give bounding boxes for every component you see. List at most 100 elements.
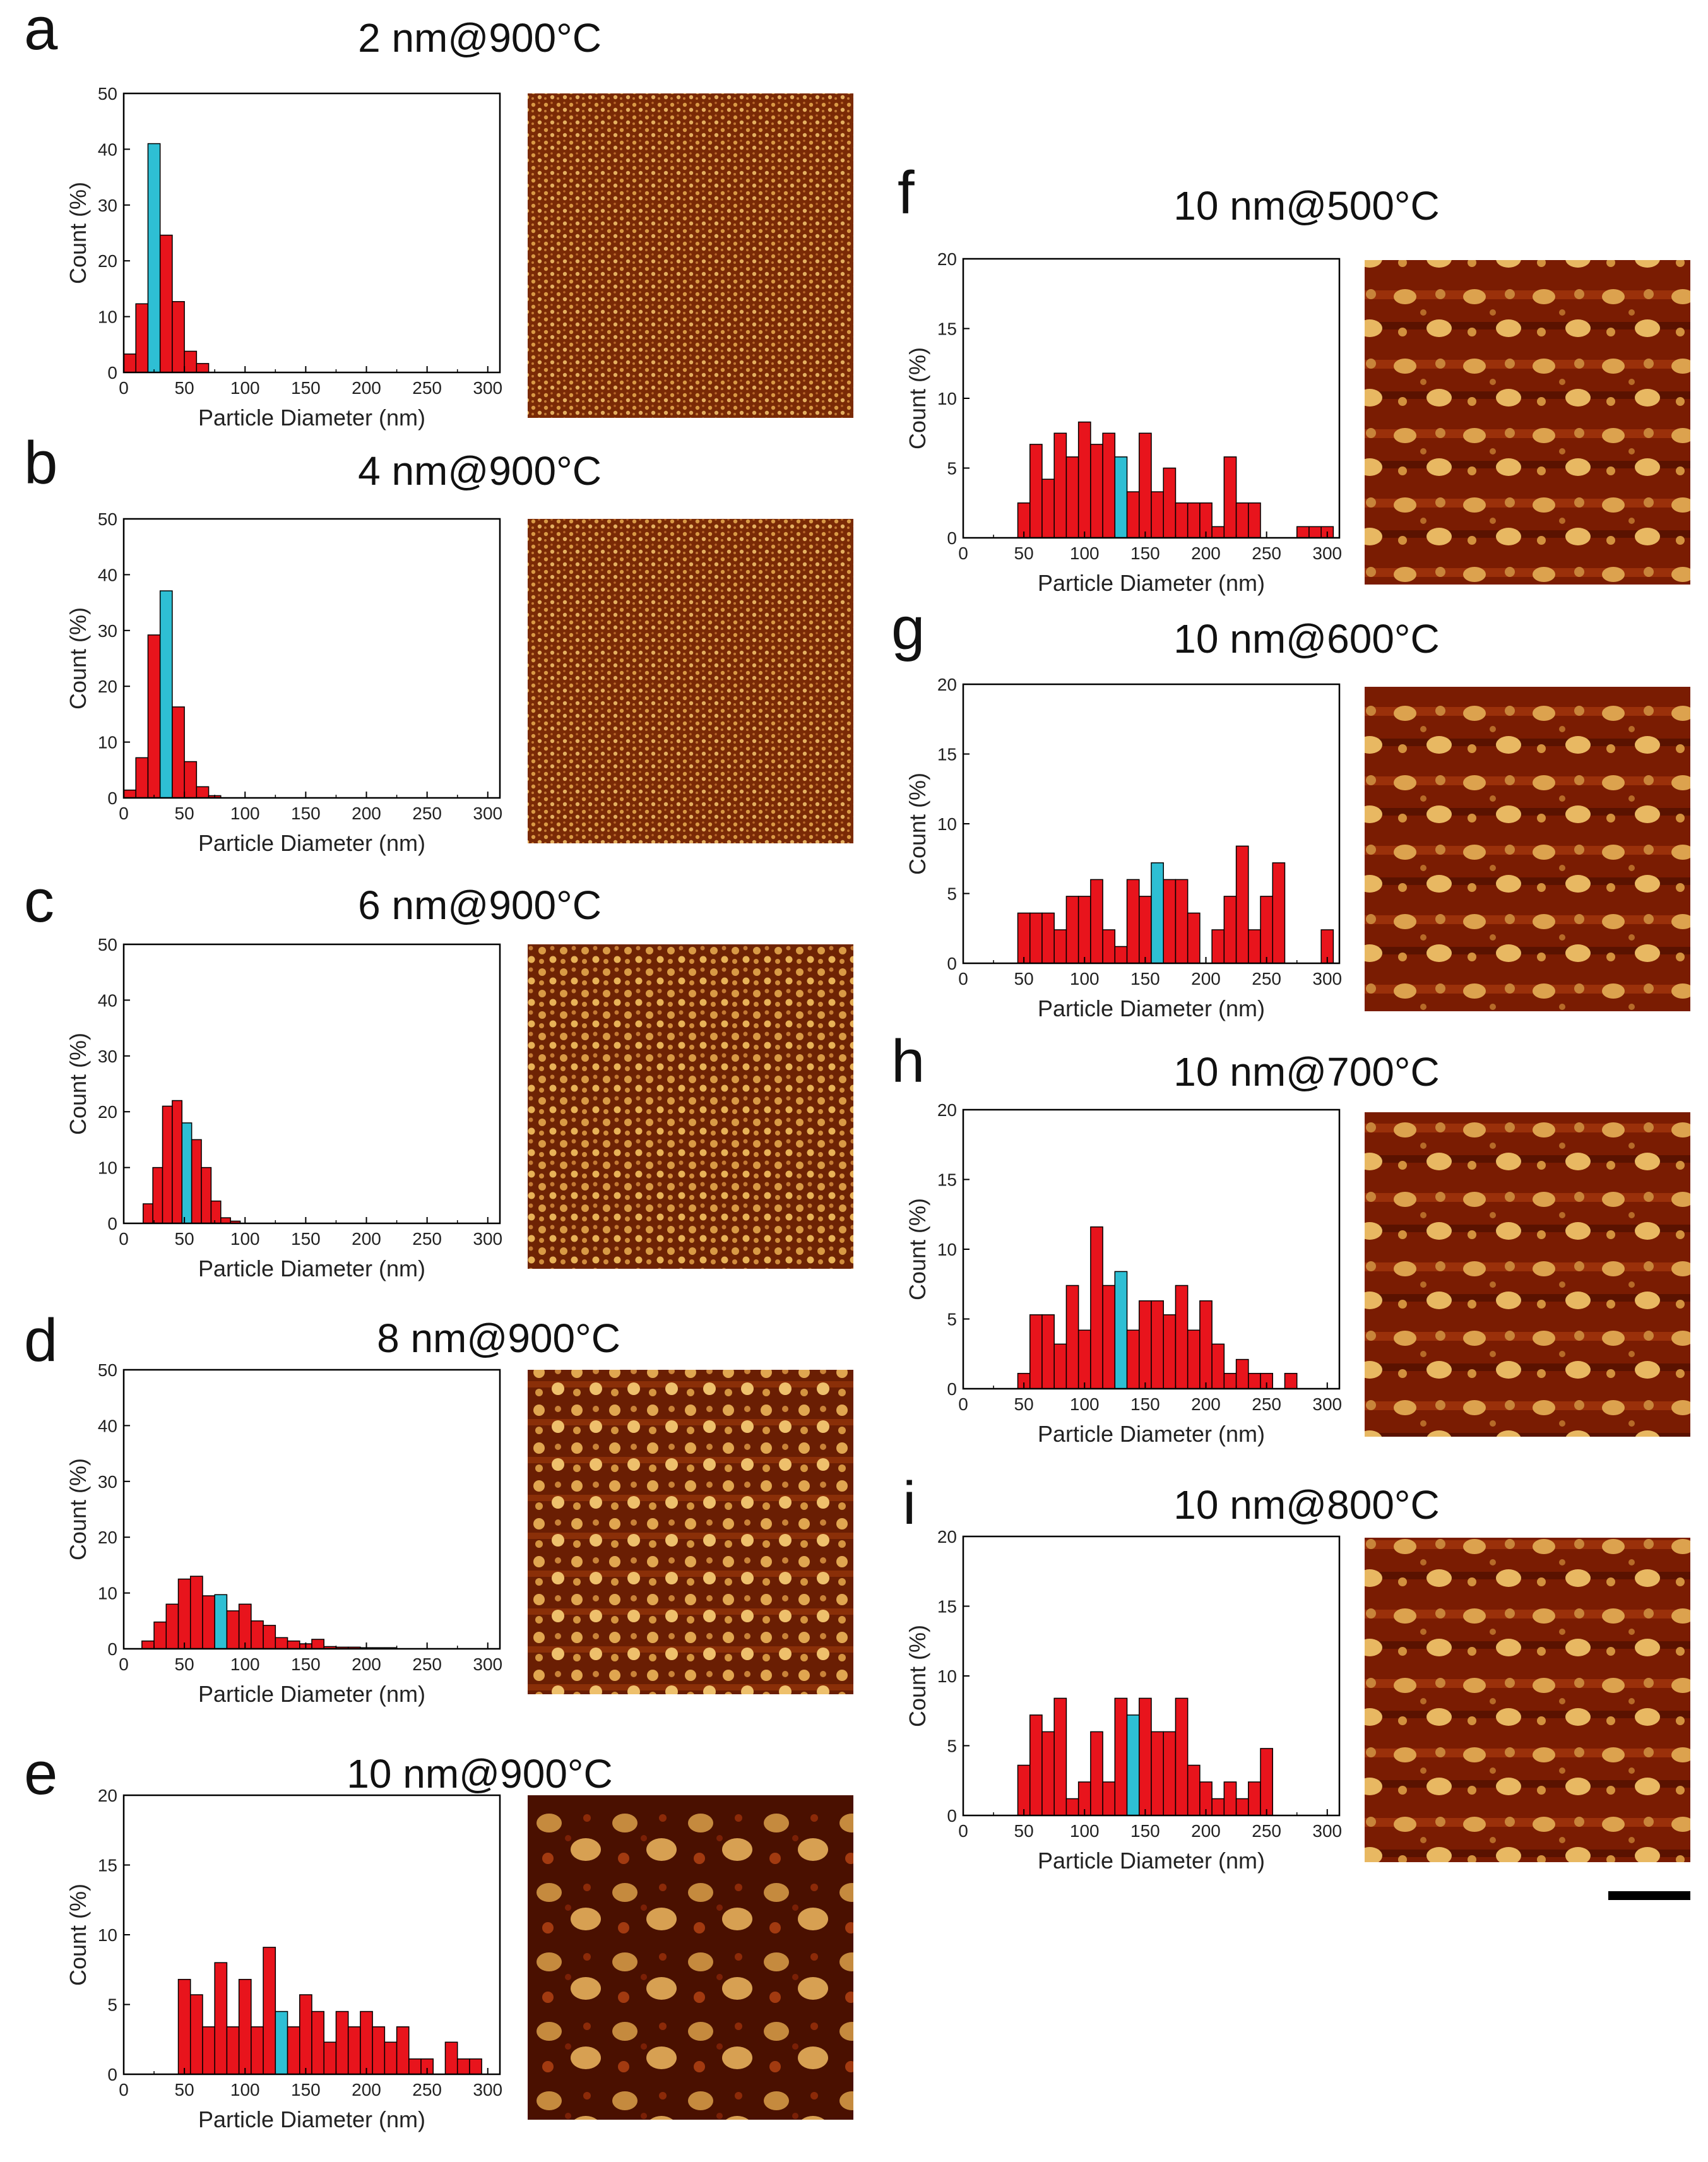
y-tick-label-d-30: 30 [98, 1472, 117, 1492]
bar-f-23 [1296, 526, 1310, 538]
x-tick-label-d-50: 50 [175, 1654, 194, 1674]
bar-g-4 [1065, 896, 1079, 964]
bar-e-4 [226, 2026, 240, 2075]
x-tick-label-g-200: 200 [1191, 969, 1221, 989]
bar-h-18 [1235, 1358, 1249, 1389]
y-tick-label-h-5: 5 [947, 1310, 957, 1329]
y-tick-label-b-50: 50 [98, 509, 117, 529]
bar-f-16 [1211, 526, 1225, 538]
bar-i-7 [1102, 1781, 1116, 1816]
bar-e-23 [456, 2058, 470, 2075]
bar-g-0 [1017, 912, 1031, 964]
bar-i-17 [1223, 1781, 1237, 1816]
bar-e-24 [469, 2058, 482, 2075]
bar-f-4 [1065, 456, 1079, 538]
bar-e-6 [251, 2026, 264, 2075]
afm-image-e [528, 1795, 853, 2120]
bar-c-8 [220, 1217, 231, 1224]
bar-d-5 [202, 1595, 215, 1649]
bar-f-19 [1248, 502, 1261, 538]
x-tick-label-a-150: 150 [291, 378, 321, 398]
x-tick-label-e-200: 200 [352, 2080, 381, 2100]
bar-g-2 [1041, 912, 1055, 964]
x-tick-label-c-0: 0 [119, 1229, 129, 1249]
bar-i-12 [1163, 1731, 1177, 1816]
y-axis-label-b: Count (%) [65, 607, 91, 710]
afm-image-d [528, 1370, 853, 1694]
bar-f-24 [1308, 526, 1322, 538]
y-axis-label-a: Count (%) [65, 182, 91, 284]
bar-f-5 [1077, 421, 1091, 538]
bar-c-2 [162, 1105, 173, 1224]
x-tick-label-f-250: 250 [1252, 543, 1281, 563]
panel-title-e: 10 nm@900°C [347, 1751, 612, 1797]
x-tick-label-e-250: 250 [412, 2080, 442, 2100]
y-tick-label-i-15: 15 [937, 1597, 957, 1617]
bar-i-6 [1090, 1731, 1103, 1816]
y-tick-label-h-20: 20 [937, 1100, 957, 1120]
bar-i-19 [1248, 1781, 1261, 1816]
bar-c-1 [152, 1167, 163, 1224]
bar-i-3 [1053, 1697, 1067, 1816]
bar-h-14 [1187, 1329, 1201, 1389]
bar-g-1 [1029, 912, 1043, 964]
x-tick-label-d-150: 150 [291, 1654, 321, 1674]
bar-e-1 [189, 1994, 203, 2075]
x-tick-label-e-100: 100 [230, 2080, 260, 2100]
bar-h-3 [1053, 1343, 1067, 1389]
bar-c-4 [181, 1122, 193, 1224]
x-tick-label-c-100: 100 [230, 1229, 260, 1249]
y-tick-label-e-10: 10 [98, 1925, 117, 1945]
x-tick-label-c-200: 200 [352, 1229, 381, 1249]
bar-d-14 [311, 1639, 324, 1649]
bar-e-22 [444, 2041, 458, 2075]
y-tick-label-c-0: 0 [107, 1214, 117, 1233]
bar-h-5 [1077, 1329, 1091, 1389]
y-tick-label-b-20: 20 [98, 677, 117, 696]
x-tick-label-f-150: 150 [1130, 543, 1160, 563]
bar-i-20 [1260, 1748, 1274, 1816]
y-axis-label-g: Count (%) [904, 773, 930, 875]
afm-image-g [1365, 687, 1690, 1011]
y-tick-label-h-10: 10 [937, 1240, 957, 1259]
y-tick-label-e-15: 15 [98, 1856, 117, 1875]
x-tick-label-c-150: 150 [291, 1229, 321, 1249]
bar-i-11 [1151, 1731, 1164, 1816]
y-tick-label-d-0: 0 [107, 1639, 117, 1659]
bar-h-1 [1029, 1314, 1043, 1389]
bar-e-5 [238, 1978, 252, 2075]
x-axis-label-g: Particle Diameter (nm) [1038, 995, 1265, 1021]
bar-g-13 [1175, 879, 1189, 964]
afm-image-i [1365, 1538, 1690, 1862]
histogram-e: 0 50 100 150 200 250 300 0 5 10 15 20 Particle Diame… [65, 1786, 502, 2132]
y-tick-label-e-5: 5 [107, 1995, 117, 2015]
y-tick-label-a-0: 0 [107, 363, 117, 383]
x-tick-label-h-150: 150 [1130, 1394, 1160, 1414]
bar-g-7 [1102, 929, 1116, 964]
panel-letter-f: f [898, 159, 915, 227]
bar-f-2 [1041, 478, 1055, 538]
y-tick-label-i-5: 5 [947, 1737, 957, 1756]
y-tick-label-b-40: 40 [98, 565, 117, 585]
panel-letter-e: e [24, 1740, 57, 1807]
y-tick-label-a-20: 20 [98, 251, 117, 271]
bar-e-15 [360, 2011, 373, 2075]
y-tick-label-b-10: 10 [98, 733, 117, 752]
bar-d-11 [275, 1637, 288, 1649]
bar-f-10 [1139, 432, 1152, 538]
y-axis-label-e: Count (%) [65, 1884, 91, 1986]
y-tick-label-d-50: 50 [98, 1360, 117, 1380]
bar-g-10 [1139, 896, 1152, 964]
bar-b-0 [123, 789, 136, 799]
x-tick-label-d-100: 100 [230, 1654, 260, 1674]
y-tick-label-c-50: 50 [98, 935, 117, 954]
x-tick-label-b-300: 300 [473, 804, 502, 823]
x-tick-label-h-0: 0 [958, 1394, 968, 1414]
x-tick-label-b-0: 0 [119, 804, 129, 823]
y-tick-label-i-0: 0 [947, 1806, 957, 1826]
bar-f-8 [1114, 456, 1128, 538]
bar-g-6 [1090, 879, 1103, 964]
x-axis-label-f: Particle Diameter (nm) [1038, 570, 1265, 596]
